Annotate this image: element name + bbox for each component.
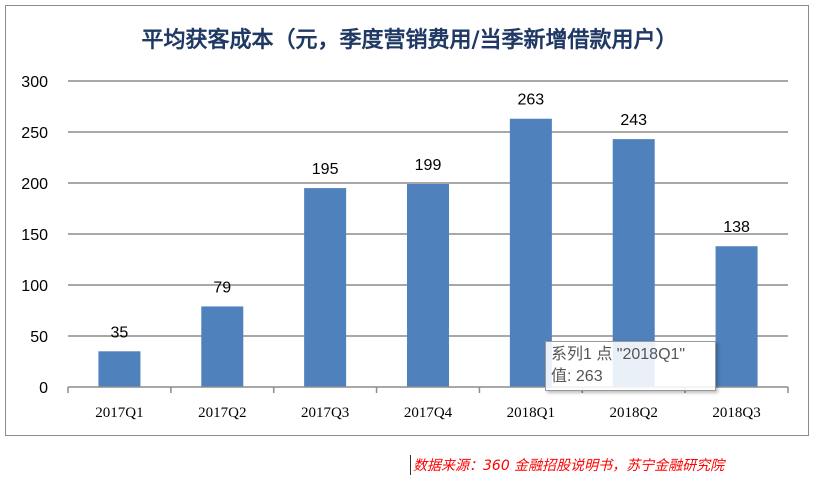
x-tick-label: 2017Q2 [198,405,246,421]
data-point-tooltip: 系列1 点 "2018Q1" 值: 263 [545,341,716,391]
bar-2018Q3 [715,246,758,387]
x-tick-label: 2017Q3 [301,405,349,421]
y-tick-label: 50 [30,329,48,346]
tooltip-value: 值: 263 [551,368,603,385]
y-tick-label: 250 [21,125,48,142]
x-tick-label: 2018Q1 [507,405,555,421]
x-tick-label: 2017Q4 [404,405,453,421]
chart-frame [5,5,809,436]
data-label: 195 [312,161,339,178]
y-tick-label: 150 [21,227,48,244]
bar-2017Q3 [304,188,347,387]
data-label: 263 [518,92,545,109]
bar-2018Q1 [509,118,552,388]
tooltip-series-point: 系列1 点 "2018Q1" [551,346,686,363]
y-tick-label: 0 [39,380,48,397]
data-label: 199 [415,157,442,174]
bar-2017Q4 [407,184,449,387]
x-tick-label: 2018Q2 [610,405,658,421]
y-tick-label: 200 [21,176,48,193]
data-label: 79 [213,279,231,296]
data-label: 138 [723,219,750,236]
data-label: 35 [111,324,129,341]
y-tick-label: 100 [21,278,48,295]
x-tick-label: 2017Q1 [95,405,143,421]
y-tick-label: 300 [21,74,48,91]
bar-2017Q2 [201,306,244,387]
bar-2017Q1 [98,351,141,387]
chart-title: 平均获客成本（元，季度营销费用/当季新增借款用户） [141,27,678,53]
data-label: 243 [620,112,647,129]
source-note: 数据来源：360 金融招股说明书，苏宁金融研究院 [410,455,724,475]
x-tick-label: 2018Q3 [712,405,760,421]
